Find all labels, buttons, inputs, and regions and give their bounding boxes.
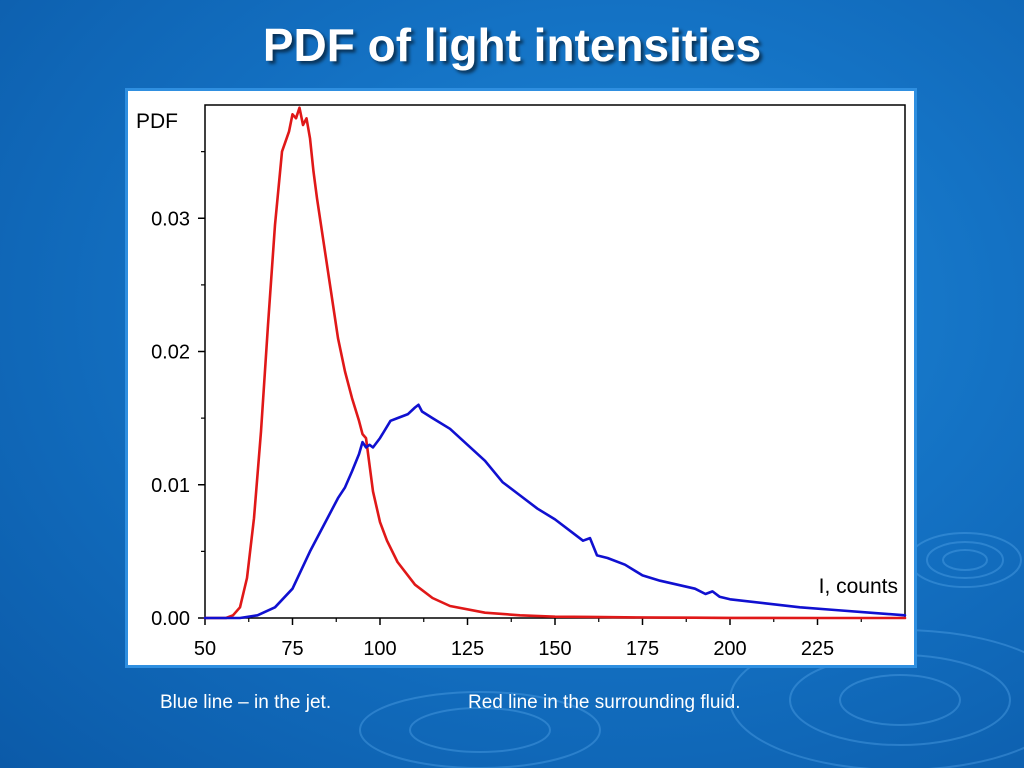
x-axis-label: I, counts — [819, 575, 898, 598]
caption-red-line: Red line in the surrounding fluid. — [468, 692, 741, 713]
y-tick-label: 0.00 — [151, 608, 190, 630]
x-tick-label: 75 — [281, 638, 303, 660]
series-line-red — [203, 106, 907, 620]
x-tick-label: 100 — [363, 638, 396, 660]
x-tick-label: 200 — [713, 638, 746, 660]
y-axis-label: PDF — [136, 110, 178, 133]
x-tick-label: 50 — [194, 638, 216, 660]
y-tick-label: 0.03 — [151, 208, 190, 230]
series-line-blue — [203, 403, 907, 620]
y-tick-label: 0.01 — [151, 475, 190, 497]
plot-frame — [204, 104, 906, 619]
caption-blue-line: Blue line – in the jet. — [160, 692, 332, 713]
x-tick-label: 125 — [451, 638, 484, 660]
slide-title: PDF of light intensities — [262, 19, 762, 71]
x-tick-label: 225 — [801, 638, 834, 660]
x-tick-label: 150 — [538, 638, 571, 660]
pdf-chart: 50 75 100 125 150 175 200 225 0.00 0.01 0.02 0.03 PD… — [136, 104, 907, 660]
x-tick-label: 175 — [626, 638, 659, 660]
chart-panel: 50 75 100 125 150 175 200 225 0.00 0.01 0.02 0.03 PD… — [125, 88, 917, 668]
y-tick-label: 0.02 — [151, 342, 190, 364]
